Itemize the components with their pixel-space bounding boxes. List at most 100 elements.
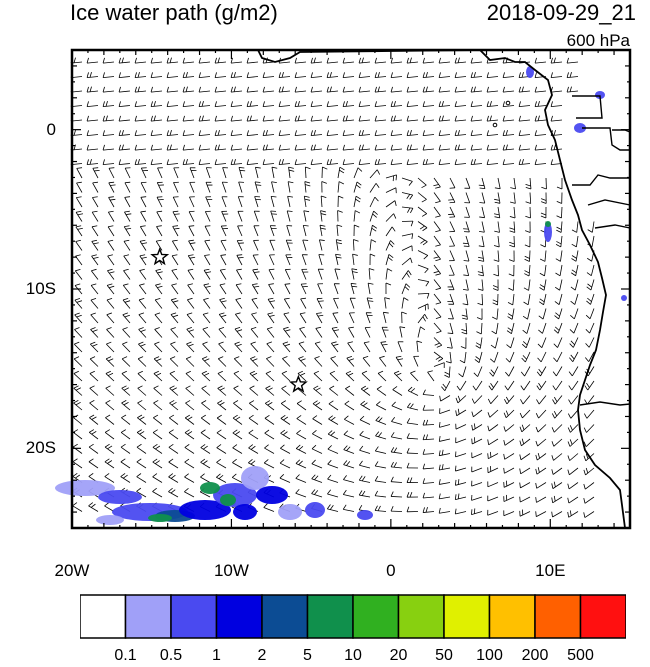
wind-barb <box>246 101 259 107</box>
wind-barb <box>463 250 470 262</box>
wind-barb <box>471 466 483 473</box>
wind-barb <box>534 101 547 107</box>
wind-barb <box>205 181 213 193</box>
wind-barb <box>296 415 307 425</box>
wind-barb <box>166 57 179 64</box>
wind-barb <box>454 144 467 151</box>
wind-barb <box>154 341 163 353</box>
wind-barb <box>365 312 373 324</box>
wind-barb <box>363 341 371 353</box>
wind-barb <box>509 221 516 233</box>
wind-barb <box>105 400 115 411</box>
wind-barb <box>86 130 99 136</box>
wind-barb <box>506 337 515 349</box>
wind-barb <box>422 419 435 426</box>
wind-barb <box>566 72 579 78</box>
wind-barb <box>369 169 381 179</box>
wind-barb <box>486 144 499 151</box>
wind-barb <box>406 418 419 425</box>
wind-barb <box>524 264 531 277</box>
wind-barb <box>583 496 595 504</box>
wind-barb <box>375 416 387 425</box>
wind-barb <box>205 196 213 208</box>
wind-barb <box>280 400 291 411</box>
wind-barb <box>353 181 362 193</box>
ice-patch <box>148 514 172 522</box>
wind-barb <box>156 210 163 222</box>
wind-barb <box>449 221 456 233</box>
wind-barb <box>202 327 211 338</box>
wind-barb <box>189 181 196 193</box>
wind-barb <box>296 400 307 411</box>
wind-barb <box>390 101 403 107</box>
wind-barb <box>486 101 499 107</box>
wind-barb <box>375 401 387 411</box>
wind-barb <box>299 312 307 324</box>
colorbar-swatch <box>352 594 400 639</box>
wind-barb <box>407 386 419 396</box>
wind-barb <box>313 385 323 396</box>
wind-barb <box>236 268 243 280</box>
wind-barb <box>182 101 195 107</box>
wind-barb <box>571 250 579 262</box>
wind-barb <box>75 254 83 266</box>
wind-barb <box>583 438 595 447</box>
wind-barb <box>345 370 355 382</box>
wind-barb <box>390 476 403 483</box>
wind-barb <box>406 86 419 93</box>
wind-barb <box>438 159 451 165</box>
wind-barb <box>139 283 147 295</box>
wind-barb <box>433 293 442 305</box>
wind-barb <box>284 268 291 280</box>
wind-barb <box>369 239 377 251</box>
wind-barb <box>358 475 371 483</box>
wind-barb <box>106 341 115 353</box>
wind-barb <box>201 356 211 367</box>
wind-barb <box>491 322 499 335</box>
colorbar-swatch <box>261 594 309 639</box>
wind-barb <box>217 385 227 396</box>
wind-barb <box>486 86 499 93</box>
wind-barb <box>374 490 387 498</box>
wind-barb <box>150 101 163 107</box>
colorbar-swatch <box>80 594 127 639</box>
wind-barb <box>303 210 310 222</box>
wind-barb <box>539 264 547 277</box>
wind-barb <box>200 429 211 440</box>
wind-barb <box>509 235 515 248</box>
wind-barb <box>280 444 291 454</box>
wind-barb <box>252 254 259 266</box>
wind-barb <box>105 370 115 382</box>
wind-barb <box>154 327 163 338</box>
wind-barb <box>390 144 403 151</box>
wind-barb <box>136 487 147 498</box>
wind-barb <box>520 380 531 391</box>
wind-barb <box>329 385 339 396</box>
wind-barb <box>202 341 211 353</box>
wind-barb <box>266 341 275 353</box>
wind-barb <box>438 493 451 500</box>
wind-barb <box>267 297 276 309</box>
wind-barb <box>406 101 419 107</box>
wind-barb <box>198 86 211 93</box>
wind-barb <box>136 429 147 440</box>
wind-barb <box>374 461 387 469</box>
wind-barb <box>169 414 179 425</box>
wind-barb <box>438 101 451 107</box>
wind-barb <box>233 385 243 396</box>
wind-barb <box>401 270 412 280</box>
wind-barb <box>102 101 115 107</box>
wind-barb <box>235 312 243 324</box>
wind-barb <box>538 293 547 306</box>
wind-barb <box>462 235 470 247</box>
wind-barb <box>568 366 579 377</box>
wind-barb <box>345 385 355 396</box>
wind-barb <box>76 167 83 179</box>
wind-barb <box>503 438 515 446</box>
wind-barb <box>487 451 499 460</box>
wind-barb <box>182 144 195 151</box>
wind-barb <box>232 458 243 469</box>
wind-barb <box>413 355 420 367</box>
wind-barb <box>184 473 195 483</box>
wind-barb <box>567 510 579 518</box>
